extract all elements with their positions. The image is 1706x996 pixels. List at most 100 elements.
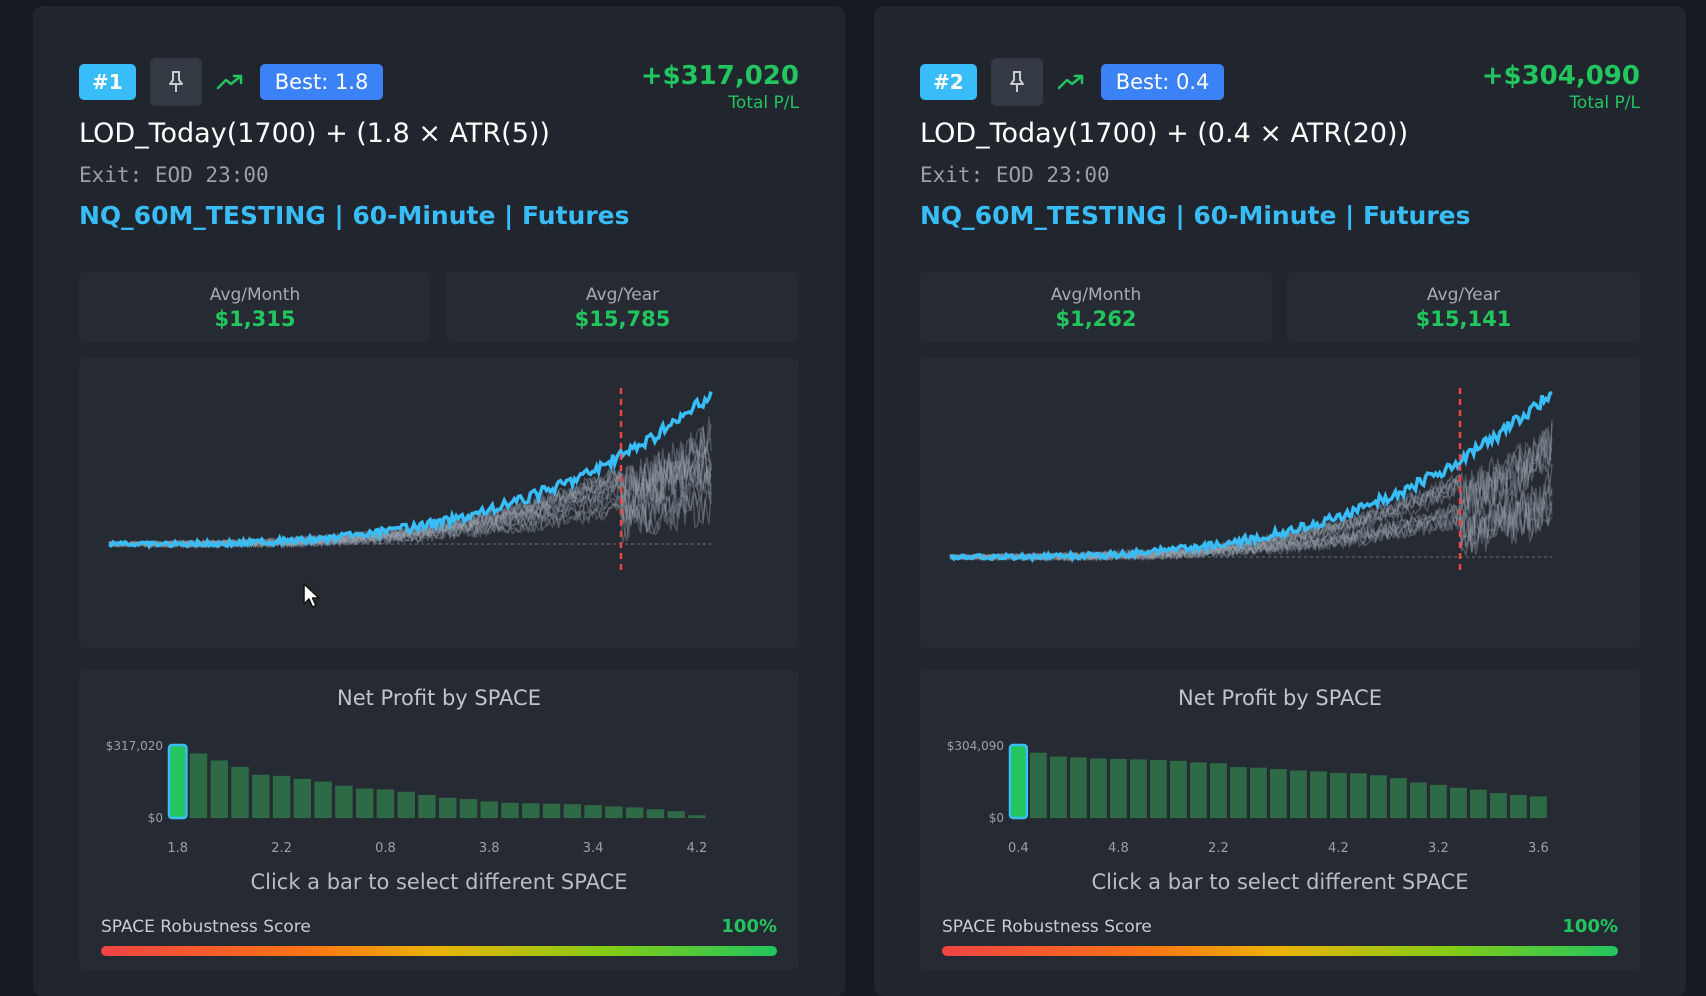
select-hint: Click a bar to select different SPACE bbox=[250, 870, 628, 894]
space-bar[interactable] bbox=[189, 753, 208, 818]
avg-month-box: Avg/Month $1,315 bbox=[79, 272, 431, 342]
space-bar[interactable] bbox=[605, 806, 623, 818]
equity-curve-chart bbox=[920, 358, 1640, 648]
space-bar[interactable] bbox=[1090, 758, 1107, 818]
net-profit-panel: Net Profit by SPACE $317,020 $0 1.8 2.2 0.8 3… bbox=[79, 670, 799, 970]
net-profit-panel: Net Profit by SPACE $304,090 $0 0.4 4.8 2.2 4… bbox=[920, 670, 1640, 970]
space-bar[interactable] bbox=[1290, 770, 1307, 818]
avg-month-label: Avg/Month bbox=[1050, 285, 1142, 305]
space-bar[interactable] bbox=[1330, 772, 1347, 818]
space-bar[interactable] bbox=[1050, 756, 1067, 818]
pin-icon bbox=[1009, 71, 1024, 92]
net-profit-chart[interactable]: $304,090 $0 0.4 4.8 2.2 4.2 3.2 3.6 bbox=[920, 730, 1640, 860]
best-space-badge[interactable]: Best: 0.4 bbox=[1100, 64, 1225, 100]
robustness-bar bbox=[101, 946, 777, 956]
select-hint: Click a bar to select different SPACE bbox=[1091, 870, 1469, 894]
trending-up-icon bbox=[1057, 70, 1087, 94]
space-bar[interactable] bbox=[584, 805, 602, 818]
space-bar[interactable] bbox=[1390, 778, 1407, 818]
total-pl: +$304,090 Total P/L bbox=[1482, 60, 1640, 114]
space-bar[interactable] bbox=[1130, 759, 1147, 818]
y-tick-label: $0 bbox=[148, 811, 163, 825]
symbol-link[interactable]: NQ_60M_TESTING | 60-Minute | Futures bbox=[79, 201, 630, 230]
net-profit-title: Net Profit by SPACE bbox=[336, 686, 541, 710]
space-bar[interactable] bbox=[1510, 794, 1527, 818]
total-pl: +$317,020 Total P/L bbox=[641, 60, 799, 114]
x-tick-label: 3.2 bbox=[1428, 841, 1449, 856]
space-bar[interactable] bbox=[210, 760, 228, 818]
space-bar[interactable] bbox=[480, 801, 498, 818]
space-bar[interactable] bbox=[1450, 787, 1467, 818]
robustness-label: SPACE Robustness Score bbox=[942, 917, 1152, 937]
x-tick-label: 2.2 bbox=[271, 841, 292, 856]
space-bar[interactable] bbox=[646, 809, 665, 818]
space-bar[interactable] bbox=[1410, 782, 1427, 818]
space-bar[interactable] bbox=[1170, 760, 1187, 818]
space-bar[interactable] bbox=[1250, 767, 1267, 818]
space-bar[interactable] bbox=[314, 781, 332, 818]
space-bar[interactable] bbox=[1008, 743, 1029, 820]
pin-button[interactable] bbox=[990, 58, 1043, 106]
space-bar[interactable] bbox=[1070, 757, 1087, 818]
space-bar[interactable] bbox=[293, 778, 312, 818]
mouse-cursor-icon bbox=[303, 583, 320, 608]
space-bar[interactable] bbox=[355, 788, 374, 818]
trending-up-icon bbox=[216, 70, 246, 94]
space-bar[interactable] bbox=[1310, 771, 1327, 818]
space-bar[interactable] bbox=[167, 743, 188, 820]
best-space-badge[interactable]: Best: 1.8 bbox=[259, 64, 384, 100]
pin-icon bbox=[168, 71, 183, 92]
equity-curve bbox=[108, 391, 713, 550]
simulation-curve bbox=[108, 464, 712, 549]
robustness-bar bbox=[942, 946, 1618, 956]
y-tick-label: $304,090 bbox=[947, 739, 1004, 753]
space-bar[interactable] bbox=[1110, 758, 1127, 818]
space-bar[interactable] bbox=[272, 775, 291, 818]
space-bar[interactable] bbox=[1470, 789, 1487, 818]
total-pl-label: Total P/L bbox=[1569, 93, 1640, 113]
space-bar[interactable] bbox=[418, 794, 436, 818]
space-bar[interactable] bbox=[1430, 784, 1447, 818]
pin-button[interactable] bbox=[149, 58, 202, 106]
space-bar[interactable] bbox=[1490, 793, 1507, 818]
space-bar[interactable] bbox=[376, 789, 395, 818]
space-bar[interactable] bbox=[252, 774, 270, 818]
strategy-card-1: #1 Best: 1.8 +$317,020 Total P/L LOD_Tod… bbox=[33, 6, 845, 996]
x-tick-label: 4.2 bbox=[1328, 841, 1349, 856]
space-bar[interactable] bbox=[1270, 769, 1287, 818]
space-bar[interactable] bbox=[1230, 767, 1247, 818]
space-bar[interactable] bbox=[522, 803, 540, 818]
space-bar[interactable] bbox=[1190, 762, 1207, 818]
space-bar[interactable] bbox=[542, 803, 561, 818]
equity-curve bbox=[949, 390, 1553, 564]
space-bar[interactable] bbox=[688, 815, 706, 818]
space-bar[interactable] bbox=[1530, 796, 1547, 818]
space-bar[interactable] bbox=[1030, 752, 1047, 818]
space-bar[interactable] bbox=[231, 766, 249, 818]
space-bar[interactable] bbox=[667, 811, 685, 818]
avg-year-box: Avg/Year $15,785 bbox=[446, 272, 799, 342]
simulation-curve bbox=[949, 430, 1553, 562]
strategy-title: LOD_Today(1700) + (0.4 × ATR(20)) bbox=[920, 118, 1409, 149]
simulation-curve bbox=[949, 500, 1553, 563]
space-bar[interactable] bbox=[501, 802, 519, 818]
net-profit-chart[interactable]: $317,020 $0 1.8 2.2 0.8 3.8 3.4 4.2 bbox=[79, 730, 799, 860]
space-bar[interactable] bbox=[1370, 775, 1387, 818]
space-bar[interactable] bbox=[563, 804, 582, 818]
space-bar[interactable] bbox=[397, 791, 415, 818]
space-bar[interactable] bbox=[1350, 773, 1367, 818]
symbol-link[interactable]: NQ_60M_TESTING | 60-Minute | Futures bbox=[920, 201, 1471, 230]
x-tick-label: 1.8 bbox=[167, 841, 188, 856]
space-bar[interactable] bbox=[625, 807, 644, 818]
space-bar[interactable] bbox=[1150, 759, 1167, 818]
badge-row: #2 Best: 0.4 bbox=[920, 58, 1225, 106]
rank-badge: #2 bbox=[920, 64, 977, 100]
rank-badge: #1 bbox=[79, 64, 136, 100]
space-bar[interactable] bbox=[1210, 763, 1227, 818]
space-bar[interactable] bbox=[335, 785, 353, 818]
avg-year-label: Avg/Year bbox=[1426, 285, 1501, 305]
space-bar[interactable] bbox=[439, 797, 457, 818]
strategy-card-2: #2 Best: 0.4 +$304,090 Total P/L LOD_Tod… bbox=[874, 6, 1686, 996]
y-tick-label: $0 bbox=[989, 811, 1004, 825]
space-bar[interactable] bbox=[459, 799, 478, 818]
